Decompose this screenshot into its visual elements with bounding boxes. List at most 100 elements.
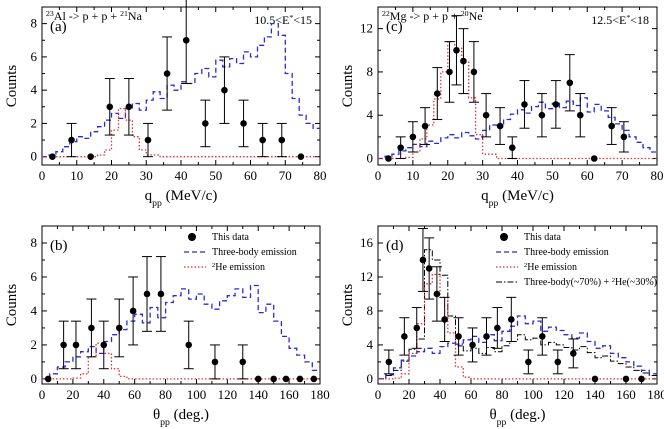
energy-label-part: 12.5<E bbox=[591, 13, 626, 27]
data-point bbox=[385, 358, 393, 366]
data-point bbox=[278, 136, 286, 144]
y-tick-label: 2 bbox=[31, 337, 38, 352]
x-axis-label-part: q bbox=[145, 188, 153, 204]
legend-marker-data bbox=[188, 233, 196, 241]
x-axis-label-part: q bbox=[481, 188, 489, 204]
data-point bbox=[441, 316, 448, 323]
x-axis-label-part: pp bbox=[160, 417, 170, 428]
x-tick-label: 0 bbox=[375, 387, 382, 402]
three-body-curve bbox=[378, 315, 657, 380]
x-tick-label: 60 bbox=[581, 168, 594, 183]
legend-label-part: He emission bbox=[527, 262, 577, 273]
data-point bbox=[282, 375, 290, 383]
x-tick-label: 30 bbox=[476, 168, 489, 183]
x-tick-label: 140 bbox=[248, 387, 268, 402]
y-tick-label: 6 bbox=[31, 269, 38, 284]
data-point bbox=[482, 111, 490, 119]
data-point bbox=[608, 122, 615, 130]
y-tick-label: 0 bbox=[367, 371, 374, 386]
legend-label-part: 2 bbox=[212, 262, 215, 269]
x-tick-label: 180 bbox=[647, 387, 664, 402]
data-point bbox=[163, 70, 171, 77]
he2-emission-curve bbox=[378, 273, 657, 380]
data-point bbox=[469, 341, 476, 349]
curves bbox=[42, 284, 320, 380]
x-tick-label: 20 bbox=[66, 387, 79, 402]
data-point bbox=[157, 290, 165, 298]
data-point bbox=[270, 375, 277, 383]
y-tick-label: 8 bbox=[31, 235, 38, 250]
y-axis-label: Counts bbox=[4, 284, 20, 327]
reaction-label: 23Al -> p + p + 21Na bbox=[46, 9, 143, 24]
reaction-label-part: 20 bbox=[461, 9, 469, 18]
y-axis-label: Counts bbox=[340, 65, 356, 108]
data-point bbox=[143, 290, 151, 298]
x-axis-label: qpp (MeV/c) bbox=[481, 188, 554, 209]
x-tick-label: 20 bbox=[403, 387, 416, 402]
reaction-label-part: 22 bbox=[382, 9, 390, 18]
y-tick-label: 2 bbox=[31, 115, 38, 130]
y-tick-label: 0 bbox=[367, 151, 374, 166]
data-point bbox=[202, 120, 209, 127]
x-tick-label: 70 bbox=[279, 168, 292, 183]
x-tick-label: 50 bbox=[209, 168, 222, 183]
reaction-label: 22Mg -> p + p + 20Ne bbox=[382, 9, 483, 24]
panel-label: (c) bbox=[386, 19, 403, 35]
y-axis-label: Counts bbox=[4, 65, 20, 108]
x-tick-label: 70 bbox=[616, 168, 629, 183]
data-point bbox=[566, 79, 574, 87]
y-tick-label: 8 bbox=[367, 64, 374, 79]
x-axis-label: θpp (deg.) bbox=[153, 407, 209, 428]
data-point bbox=[521, 101, 528, 108]
x-axis-label-part: (deg.) bbox=[506, 407, 545, 423]
data-point bbox=[570, 350, 577, 357]
legend-label: Three-body(~70%) + 2He(~30%) bbox=[524, 277, 657, 289]
data-point bbox=[60, 341, 67, 349]
data-point bbox=[259, 136, 266, 144]
chart-panel-3: 0 20 40 60 80 100 120 140 160 180 0 4 8 12 16 θpp (deg.… bbox=[340, 225, 664, 428]
x-axis-label-part: pp bbox=[152, 198, 162, 209]
energy-label-part: * bbox=[289, 13, 293, 22]
reaction-label-part: 23 bbox=[46, 9, 54, 18]
data-point bbox=[401, 333, 408, 340]
panel-label: (d) bbox=[386, 238, 404, 254]
data-point bbox=[539, 333, 546, 340]
data-point bbox=[538, 111, 546, 119]
data-point bbox=[397, 144, 404, 151]
data-point bbox=[421, 122, 429, 130]
curves bbox=[378, 40, 657, 160]
data-point bbox=[144, 136, 152, 144]
reaction-label-part: Mg -> p + p + bbox=[390, 9, 461, 23]
data-point bbox=[49, 153, 56, 160]
data-point bbox=[433, 90, 441, 97]
data-point bbox=[576, 111, 584, 119]
data-point bbox=[455, 333, 462, 340]
x-tick-label: 100 bbox=[187, 387, 207, 402]
legend-label-part: He(~30%) bbox=[615, 277, 657, 288]
data-point bbox=[508, 144, 516, 151]
three-body-curve bbox=[42, 22, 320, 158]
legend-label: 2He emission bbox=[212, 262, 265, 274]
plot-frame bbox=[377, 6, 658, 166]
x-tick-label: 100 bbox=[523, 387, 543, 402]
reaction-label-part: Al -> p + p + bbox=[54, 9, 120, 23]
x-tick-label: 120 bbox=[554, 387, 574, 402]
x-tick-label: 40 bbox=[511, 168, 524, 183]
data-point bbox=[494, 324, 501, 332]
data-point bbox=[483, 333, 490, 340]
x-tick-label: 0 bbox=[39, 387, 46, 402]
data-point bbox=[554, 358, 562, 366]
data-point bbox=[72, 341, 80, 349]
data-point bbox=[552, 101, 560, 108]
data-point bbox=[508, 316, 515, 323]
x-axis-label-part: θ bbox=[489, 407, 496, 423]
data-point bbox=[409, 133, 417, 141]
data-point bbox=[88, 324, 95, 332]
legend-label: Three-body emission bbox=[524, 247, 609, 258]
x-axis-label: qpp (MeV/c) bbox=[145, 188, 218, 209]
chart-panel-2: 0 20 40 60 80 100 120 140 160 180 0 2 4 6 8 θpp (deg.) C… bbox=[4, 225, 330, 428]
x-tick-label: 80 bbox=[651, 168, 664, 183]
data-point bbox=[239, 358, 247, 366]
curves bbox=[378, 249, 657, 380]
plot-frame bbox=[377, 225, 658, 385]
